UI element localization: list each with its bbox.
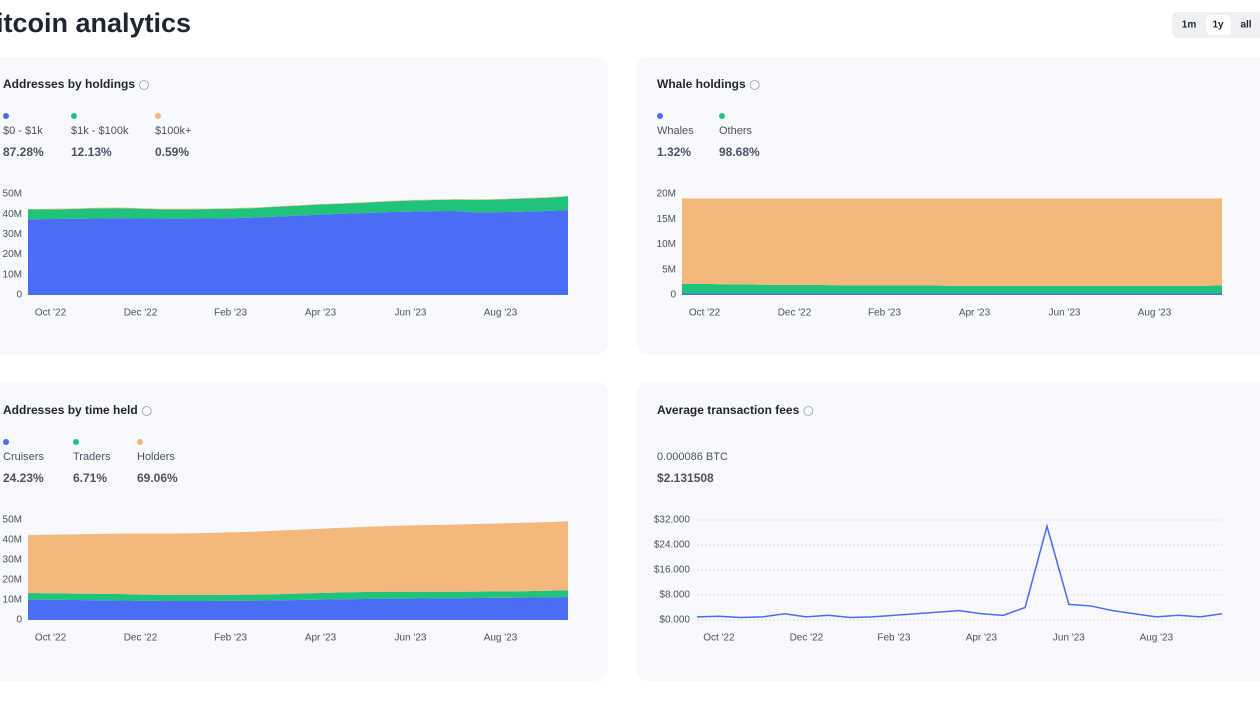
x-tick-label: Feb '23 — [877, 633, 910, 644]
x-tick-label: Apr '23 — [305, 308, 337, 319]
y-tick-label: 10M — [3, 595, 22, 606]
y-tick-label: 50M — [3, 515, 22, 526]
card — [636, 382, 1260, 681]
x-tick-label: Dec '22 — [124, 308, 158, 319]
x-tick-label: Oct '22 — [35, 308, 67, 319]
x-tick-label: Aug '23 — [484, 308, 518, 319]
x-tick-label: Aug '23 — [484, 633, 518, 644]
line — [696, 523, 1223, 619]
y-tick-label: 5M — [662, 264, 676, 275]
y-tick-label: $0.000 — [659, 615, 690, 626]
chart-title: Average transaction fees — [657, 403, 800, 417]
y-tick-label: 0 — [16, 615, 22, 626]
area — [28, 195, 568, 210]
legend-label: Whales — [657, 125, 694, 137]
x-tick-label: Dec '22 — [124, 633, 158, 644]
legend-dot — [137, 439, 143, 445]
y-tick-label: 20M — [657, 189, 676, 200]
legend-dot — [3, 439, 9, 445]
y-tick-label: 10M — [657, 239, 676, 250]
y-tick-label: 0 — [16, 290, 22, 301]
area — [28, 521, 568, 595]
legend-label: Others — [719, 125, 753, 137]
legend-share: 0.59% — [155, 145, 189, 159]
x-tick-label: Feb '23 — [214, 308, 247, 319]
x-tick-label: Oct '22 — [689, 308, 721, 319]
legend-share: 98.68% — [719, 145, 760, 159]
area — [682, 293, 1222, 295]
usd-fee: $2.131508 — [657, 471, 714, 485]
area — [28, 196, 568, 220]
y-tick-label: $24.000 — [654, 540, 691, 551]
legend-label: $0 - $1k — [3, 125, 43, 137]
legend-dot — [3, 113, 9, 119]
legend-dot — [71, 113, 77, 119]
x-tick-label: Jun '23 — [395, 633, 427, 644]
info-icon — [803, 406, 814, 416]
legend-share: 1.32% — [657, 145, 691, 159]
page-title: itcoin analytics — [0, 8, 191, 38]
y-tick-label: $16.000 — [654, 565, 691, 576]
legend-share: 6.71% — [73, 471, 107, 485]
x-tick-label: Jun '23 — [1049, 308, 1081, 319]
legend-share: 24.23% — [3, 471, 44, 485]
y-tick-label: 40M — [3, 535, 22, 546]
y-tick-label: 20M — [3, 575, 22, 586]
x-tick-label: Jun '23 — [1053, 633, 1085, 644]
legend-share: 87.28% — [3, 145, 44, 159]
active-range — [1206, 15, 1231, 35]
legend-share: 69.06% — [137, 471, 178, 485]
x-tick-label: Apr '23 — [966, 633, 998, 644]
x-tick-label: Aug '23 — [1138, 308, 1172, 319]
y-tick-label: 40M — [3, 209, 22, 220]
y-tick-label: 0 — [670, 290, 676, 301]
range-button[interactable]: 1m — [1182, 20, 1197, 31]
info-icon — [141, 406, 152, 416]
y-tick-label: $32.000 — [654, 515, 691, 526]
area — [28, 597, 568, 620]
chart-title: Addresses by time held — [3, 403, 138, 417]
x-tick-label: Apr '23 — [959, 308, 991, 319]
y-tick-label: 30M — [3, 229, 22, 240]
x-tick-label: Oct '22 — [35, 633, 67, 644]
legend-share: 12.13% — [71, 145, 112, 159]
btc-fee: 0.000086 BTC — [657, 451, 728, 463]
x-tick-label: Feb '23 — [214, 633, 247, 644]
x-tick-label: Aug '23 — [1140, 633, 1174, 644]
legend-label: Traders — [73, 451, 111, 463]
x-tick-label: Apr '23 — [305, 633, 337, 644]
x-tick-label: Dec '22 — [778, 308, 812, 319]
range-button[interactable]: 1y — [1212, 20, 1224, 31]
legend-label: Cruisers — [3, 451, 44, 463]
area — [682, 283, 1222, 294]
area — [28, 210, 568, 295]
legend-label: $100k+ — [155, 125, 191, 137]
info-icon — [139, 80, 149, 90]
legend-dot — [657, 113, 663, 119]
legend-dot — [719, 113, 725, 119]
legend-label: $1k - $100k — [71, 125, 129, 137]
x-tick-label: Dec '22 — [790, 633, 824, 644]
area — [682, 198, 1222, 286]
y-tick-label: 20M — [3, 249, 22, 260]
y-tick-label: 50M — [3, 189, 22, 200]
y-tick-label: 10M — [3, 269, 22, 280]
y-tick-label: 15M — [657, 214, 676, 225]
legend-label: Holders — [137, 451, 175, 463]
area — [28, 590, 568, 601]
legend-dot — [155, 113, 161, 119]
y-tick-label: $8.000 — [659, 590, 690, 601]
chart-title: Whale holdings — [657, 77, 746, 91]
x-tick-label: Oct '22 — [703, 633, 735, 644]
legend-dot — [73, 439, 79, 445]
x-tick-label: Feb '23 — [868, 308, 901, 319]
x-tick-label: Jun '23 — [395, 308, 427, 319]
y-tick-label: 30M — [3, 555, 22, 566]
range-button[interactable]: all — [1240, 20, 1251, 31]
info-icon — [749, 80, 760, 90]
chart-title: Addresses by holdings — [3, 77, 135, 91]
